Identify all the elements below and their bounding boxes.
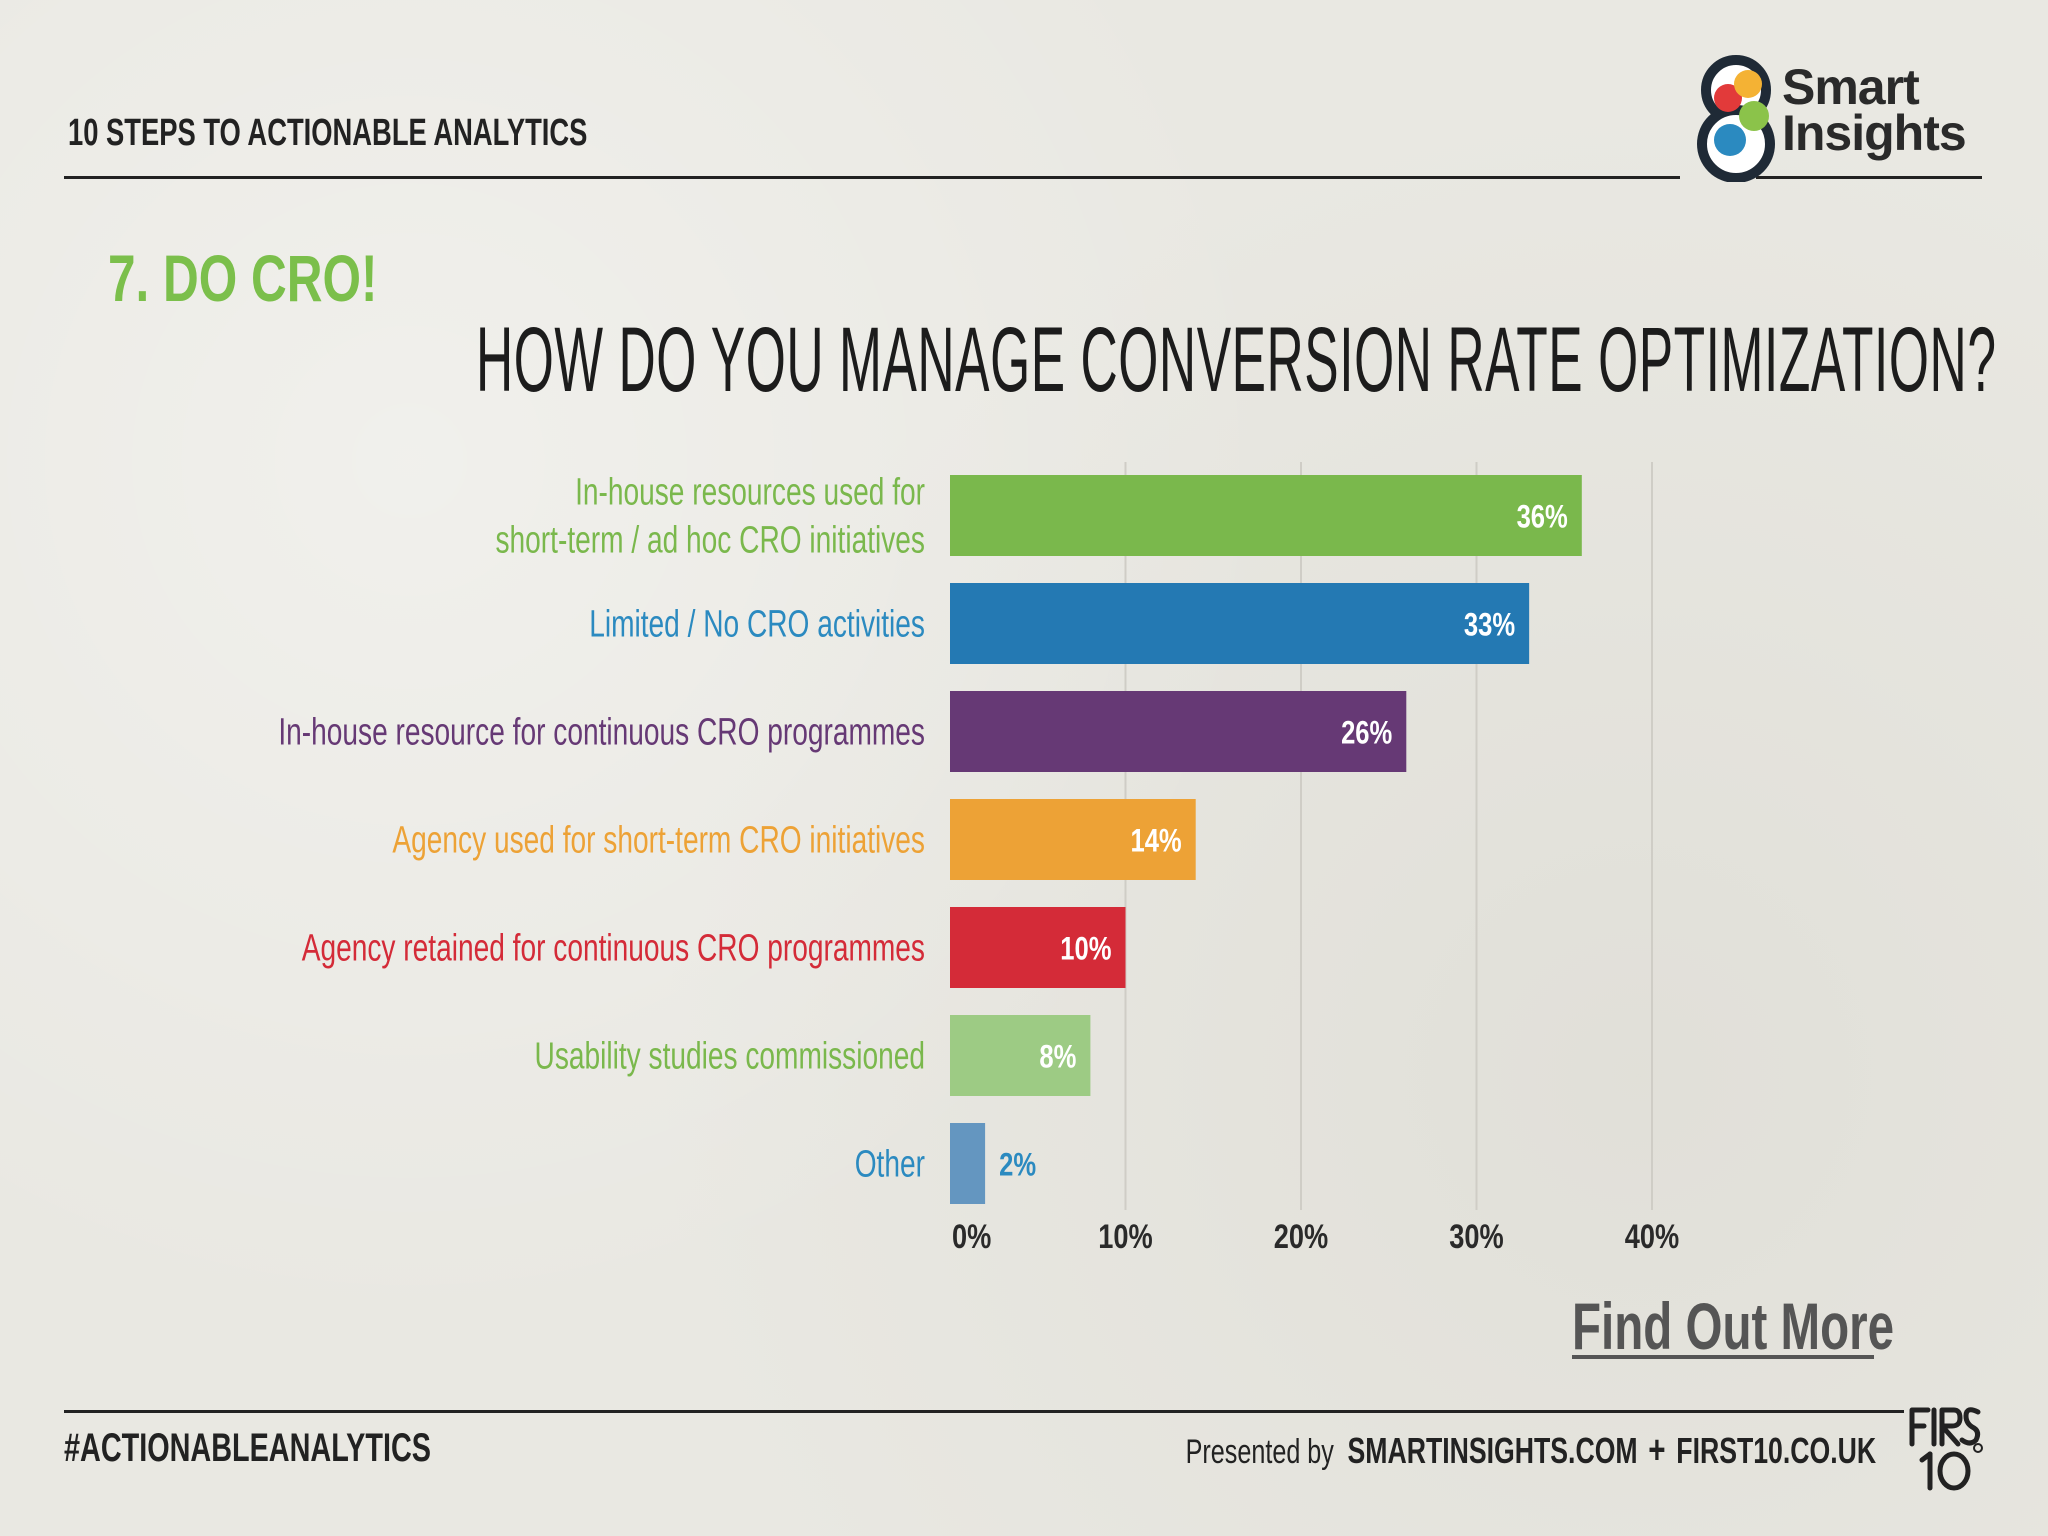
bar	[950, 691, 1407, 772]
x-tick-label: 10%	[1098, 1217, 1152, 1256]
data-label: 33%	[1464, 608, 1515, 643]
category-labels: In-house resources used for short-term / …	[278, 472, 925, 1186]
logo-wordmark-line2: Insights	[1782, 105, 1967, 161]
category-label: Usability studies commissioned	[535, 1036, 925, 1078]
bar	[950, 799, 1196, 880]
plus-sign: +	[1648, 1428, 1666, 1472]
x-tick-label: 30%	[1449, 1217, 1503, 1256]
footer-hashtag: #ACTIONABLEANALYTICS	[64, 1426, 431, 1470]
logo-wordmark-line1: Smart	[1782, 59, 1920, 115]
header-divider-right	[1756, 176, 1982, 179]
category-label: Agency used for short-term CRO initiativ…	[392, 820, 925, 862]
category-label: Limited / No CRO activities	[589, 604, 925, 646]
bar	[950, 1123, 986, 1204]
category-label: Other	[855, 1144, 925, 1186]
smart-insights-logo-icon[interactable]	[1684, 52, 1984, 182]
presented-by-label: Presented by	[1185, 1433, 1334, 1471]
data-label: 2%	[999, 1148, 1036, 1183]
category-label: In-house resources used for	[575, 472, 925, 514]
first10-link[interactable]: FIRST10.CO.UK	[1676, 1430, 1876, 1471]
bar	[950, 907, 1126, 988]
grid-lines	[1124, 462, 1653, 1210]
smartinsights-link[interactable]: SMARTINSIGHTS.COM	[1347, 1430, 1638, 1471]
x-axis-ticks: 0% 10% 20% 30% 40%	[952, 1217, 1679, 1256]
data-label: 8%	[1039, 1040, 1076, 1075]
data-label: 10%	[1060, 932, 1111, 967]
first10-logo-icon[interactable]	[1902, 1404, 1984, 1492]
footer-divider	[64, 1410, 1904, 1413]
x-tick-label: 40%	[1625, 1217, 1679, 1256]
bars: 36% 33% 26% 14% 10% 8% 2%	[950, 475, 1582, 1204]
bar	[950, 1015, 1091, 1096]
find-out-more-underline	[1572, 1355, 1874, 1359]
footer-credit: Presented by SMARTINSIGHTS.COM + FIRST10…	[1185, 1428, 1876, 1473]
x-tick-label: 20%	[1274, 1217, 1328, 1256]
logo-wordmark: Smart Insights	[1782, 59, 1967, 161]
data-label: 36%	[1517, 500, 1568, 535]
data-label: 14%	[1130, 824, 1181, 859]
category-label: short-term / ad hoc CRO initiatives	[496, 520, 925, 562]
bar	[950, 583, 1530, 664]
bar	[950, 475, 1582, 556]
header-divider-left	[64, 176, 1680, 179]
section-label: 7. DO CRO!	[108, 241, 378, 315]
chart-title: HOW DO YOU MANAGE CONVERSION RATE OPTIMI…	[476, 309, 1997, 411]
header-title: 10 STEPS TO ACTIONABLE ANALYTICS	[68, 112, 588, 154]
data-label: 26%	[1341, 716, 1392, 751]
category-label: In-house resource for continuous CRO pro…	[278, 712, 925, 754]
find-out-more-link[interactable]: Find Out More	[1572, 1289, 1895, 1363]
category-label: Agency retained for continuous CRO progr…	[302, 928, 925, 970]
x-tick-label: 0%	[952, 1217, 991, 1256]
